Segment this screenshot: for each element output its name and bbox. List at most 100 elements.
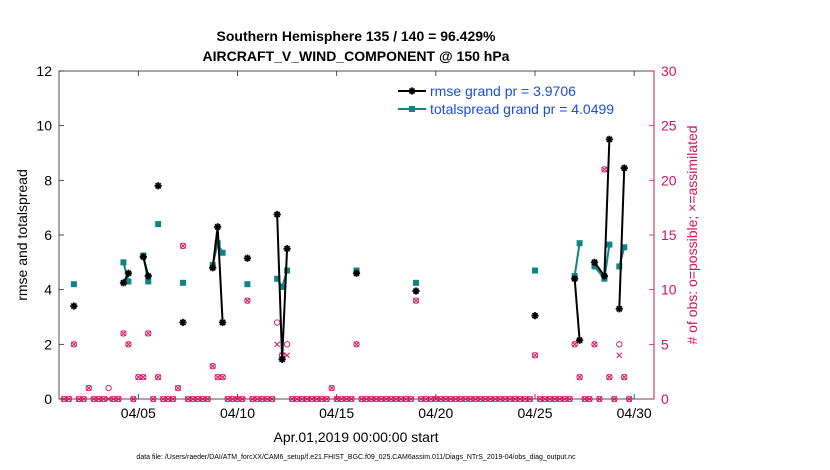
obs-possible-point — [566, 395, 573, 403]
obs-assimilated-point — [418, 396, 424, 402]
totalspread-point — [279, 283, 286, 290]
obs-assimilated-point — [606, 374, 613, 381]
rmse-point — [283, 245, 291, 253]
obs-assimilated-point — [546, 396, 553, 402]
obs-assimilated-point — [219, 374, 226, 381]
obs-assimilated-point — [561, 396, 568, 402]
obs-assimilated-point — [596, 396, 603, 402]
obs-assimilated-point — [527, 396, 533, 402]
obs-assimilated-point — [75, 396, 82, 402]
obs-assimilated-point — [497, 396, 504, 402]
obs-assimilated-point — [522, 396, 529, 402]
obs-assimilated-point — [289, 396, 295, 402]
obs-assimilated-point — [140, 374, 147, 381]
obs-possible-point — [323, 395, 330, 403]
totalspread-point — [621, 244, 628, 251]
totalspread-point — [120, 259, 127, 266]
obs-possible-point — [606, 373, 613, 381]
obs-assimilated-point — [244, 297, 251, 304]
x-axis-label: Apr.01,2019 00:00:00 start — [273, 429, 438, 445]
legend-marker-totalspread — [409, 106, 415, 112]
totalspread-point — [70, 281, 77, 288]
obs-assimilated-point — [175, 385, 181, 392]
obs-possible-point — [145, 330, 152, 337]
obs-assimilated-point — [408, 396, 414, 402]
obs-assimilated-point — [601, 166, 608, 173]
rmse-point — [600, 272, 609, 280]
obs-possible-point — [209, 363, 216, 370]
legend-markers — [398, 87, 426, 112]
totalspread-point — [125, 278, 132, 285]
rmse-point — [70, 302, 78, 310]
obs-assimilated-point — [180, 242, 186, 249]
obs-assimilated-point — [284, 352, 291, 359]
obs-assimilated-point — [611, 396, 618, 402]
obs-assimilated-point — [170, 396, 176, 402]
obs-assimilated-point — [403, 396, 410, 402]
obs-assimilated-point — [502, 396, 509, 402]
obs-assimilated-point — [581, 396, 588, 402]
obs-possible-point — [591, 341, 598, 348]
obs-assimilated-point — [160, 396, 167, 402]
obs-assimilated-point — [452, 396, 459, 402]
obs-possible-point — [621, 373, 628, 381]
rmse-point — [144, 272, 152, 280]
obs-possible-point — [269, 395, 276, 403]
obs-possible-point — [85, 384, 92, 392]
obs-assimilated-point — [105, 396, 112, 402]
obs-assimilated-point — [383, 396, 390, 402]
y-tick-label-left: 0 — [44, 391, 52, 407]
obs-possible-point — [328, 384, 335, 392]
y-tick-label-left: 2 — [44, 336, 52, 352]
obs-assimilated-point — [343, 396, 350, 402]
obs-possible-point — [115, 395, 122, 403]
obs-assimilated-point — [274, 341, 281, 348]
obs-possible-point — [526, 395, 534, 403]
obs-assimilated-point — [115, 396, 122, 402]
footer-data-file: data file: /Users/raeder/DAI/ATM_forcXX/… — [136, 454, 576, 461]
obs-assimilated-point — [194, 396, 201, 402]
obs-assimilated-point — [348, 396, 355, 402]
obs-assimilated-point — [214, 374, 221, 381]
obs-possible-point — [611, 395, 618, 403]
obs-possible-point — [601, 166, 608, 173]
obs-assimilated-point — [234, 396, 241, 402]
obs-possible-point — [576, 373, 583, 381]
obs-assimilated-point — [457, 396, 464, 402]
obs-assimilated-point — [422, 396, 429, 402]
y-tick-label-right: 20 — [661, 172, 677, 188]
obs-assimilated-point — [110, 396, 117, 402]
totalspread-line — [573, 243, 581, 277]
obs-assimilated-point — [507, 396, 514, 402]
legend-box — [393, 80, 651, 118]
x-tick-label: 04/05 — [121, 405, 156, 421]
obs-possible-point — [244, 297, 251, 304]
obs-assimilated-point — [388, 396, 395, 402]
x-tick-label: 04/20 — [418, 405, 453, 421]
obs-assimilated-point — [482, 396, 489, 402]
obs-possible-point — [70, 341, 78, 348]
obs-assimilated-point — [532, 352, 538, 359]
rmse-point — [154, 182, 162, 190]
obs-possible-point — [140, 373, 147, 381]
obs-assimilated-point — [318, 396, 325, 402]
obs-possible-point — [616, 341, 623, 348]
obs-assimilated-point — [224, 396, 231, 402]
y-tick-label-left: 6 — [44, 227, 52, 243]
rmse-line — [618, 167, 626, 309]
obs-possible-point — [531, 352, 539, 359]
totalspread-point — [606, 241, 613, 248]
legend-label-totalspread: totalspread grand pr = 4.0499 — [430, 101, 614, 117]
obs-assimilated-point — [537, 396, 543, 402]
totalspread-point — [616, 263, 623, 270]
obs-assimilated-point — [135, 374, 142, 381]
obs-assimilated-point — [90, 396, 97, 402]
totalspread-point — [244, 281, 251, 288]
rmse-point — [124, 269, 133, 277]
totalspread-point — [219, 249, 226, 256]
legend-label-rmse: rmse grand pr = 3.9706 — [430, 83, 576, 99]
obs-possible-point — [626, 395, 633, 403]
obs-assimilated-point — [199, 396, 206, 402]
obs-assimilated-point — [472, 396, 479, 402]
